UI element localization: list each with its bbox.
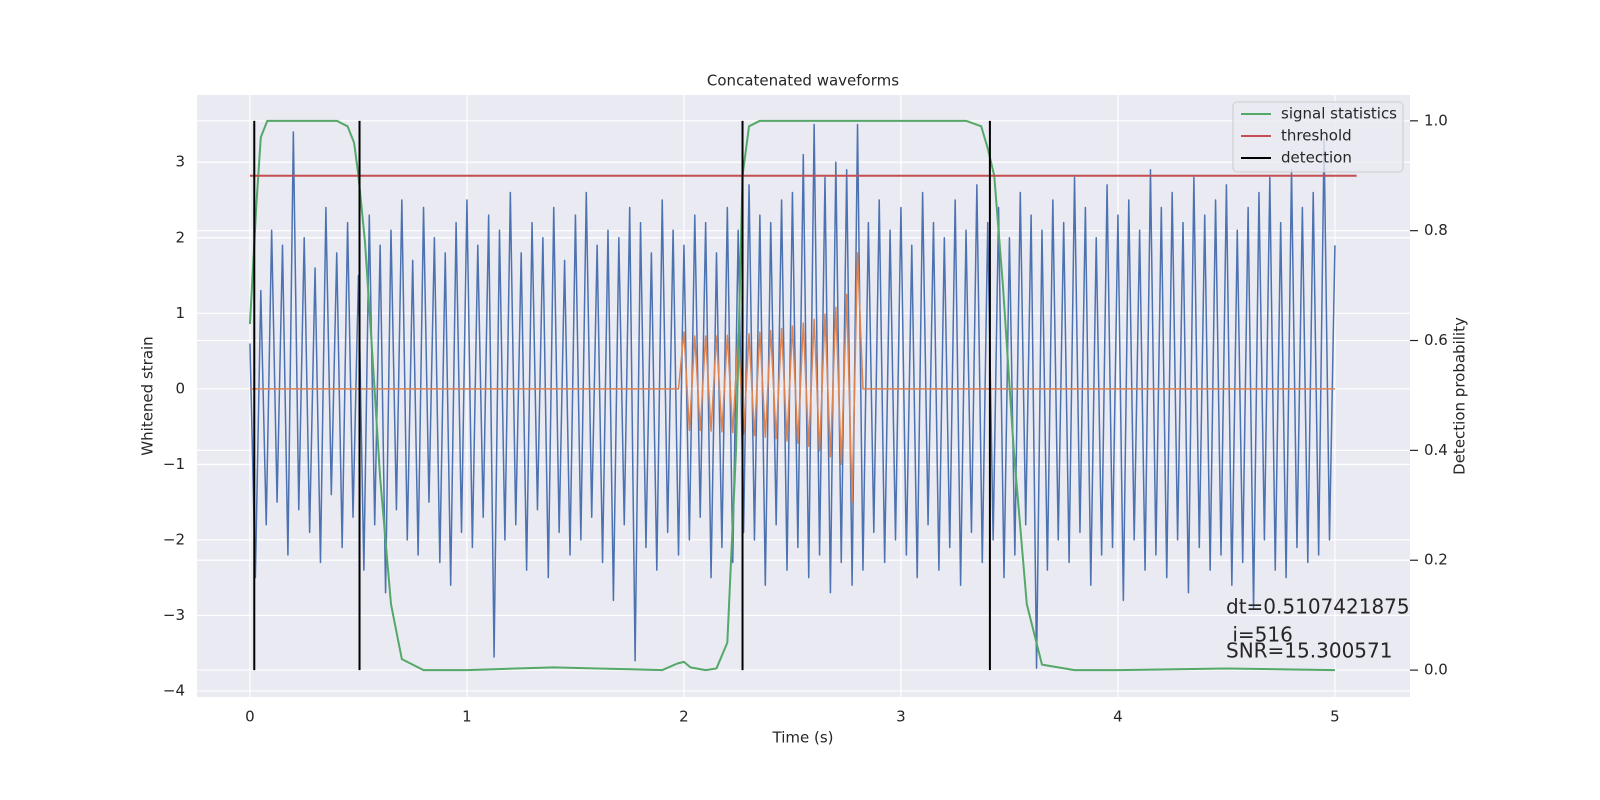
y-tick-label: −1 [163,455,185,473]
legend-frame [1232,101,1404,173]
legend-label: detection [1281,149,1352,167]
x-tick-label: 2 [679,708,689,726]
y-tick-label: 2 [175,228,185,246]
legend-label: signal statistics [1281,105,1397,123]
y2-tick-label: 0.2 [1424,551,1448,569]
chart-title: Concatenated waveforms [707,72,899,90]
y2-tick-label: 1.0 [1424,111,1448,129]
line-series [249,123,1336,670]
y-axis-label: Whitened strain [139,336,157,455]
x-tick-label: 3 [896,708,906,726]
line-series [248,119,1335,672]
annotation: dt=0.5107421875 [1226,595,1410,619]
y-tick-label: −2 [163,530,185,548]
annotation: SNR=15.300571 [1226,639,1392,663]
y-tick-label: −3 [163,606,185,624]
x-tick-label: 5 [1330,708,1340,726]
x-axis-label: Time (s) [772,729,834,747]
legend-label: threshold [1281,127,1352,145]
line-series [249,252,1335,503]
annotation: i=516 [1226,623,1293,647]
y-tick-label: −4 [163,681,185,699]
y2-axis-label: Detection probability [1451,317,1469,475]
x-tick-label: 4 [1113,708,1123,726]
y2-tick-label: 0.8 [1424,221,1448,239]
y-tick-label: 0 [175,379,185,397]
x-tick-label: 1 [462,708,472,726]
y2-tick-label: 0.6 [1424,331,1448,349]
y-tick-label: 1 [175,304,185,322]
x-tick-label: 0 [245,708,255,726]
y2-tick-label: 0.4 [1424,441,1448,459]
series-layer [248,119,1357,672]
y2-tick-label: 0.0 [1424,661,1448,679]
y-tick-label: 3 [175,153,185,171]
